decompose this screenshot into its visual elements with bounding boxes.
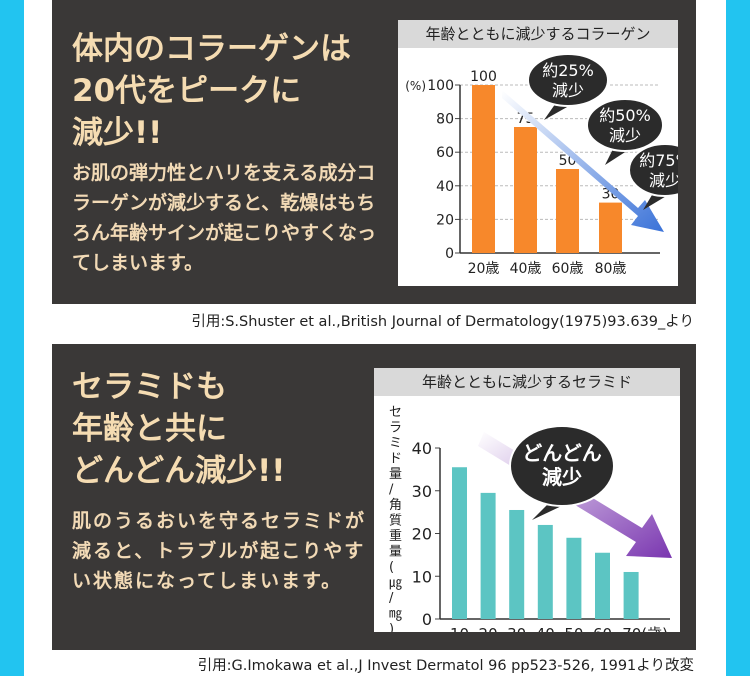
decrease-bubble-1 [527,53,609,107]
ceramide-bar-60 [595,552,610,619]
ceramide-bar-30 [509,509,525,619]
collagen-chart-title: 年齢とともに減少するコラーゲン [398,20,678,48]
decrease-bubble-label: 約50%減少 [599,106,651,145]
x-tick-label: 60歳 [552,261,584,277]
y-tick-label: 30 [412,482,432,501]
decrease-bubble [509,425,615,507]
decrease-bubble-2 [586,98,664,152]
collagen-citation: 引用:S.Shuster et al.,British Journal of D… [191,314,694,330]
ceramide-bar-70(歳) [623,571,639,619]
x-tick-label: 20 [479,625,498,632]
collagen-bar-20歳 [472,85,495,253]
x-tick-label: 60 [593,625,612,632]
y-tick-label: 60 [436,145,454,161]
x-tick-label: 80歳 [595,261,627,277]
collagen-chart: 0 20 40 60 80 100 (%) 100 20歳 75 40歳 50 60歳 30 80歳 約25%… [398,20,678,286]
collagen-description: お肌の弾力性とハリを支える成分コラーゲンが減少すると、乾燥はもちろん年齢サインが… [72,162,377,274]
y-axis-label: セラミド量/角質重量(㎍ / ㎎) [389,405,402,632]
y-tick-label: 0 [422,610,432,629]
ceramide-panel: セラミドも 年齢と共に どんどん減少!! 肌のうるおいを守るセラミドが減ると、ト… [52,344,696,650]
y-tick-label: 100 [427,78,454,94]
decrease-bubble-3 [628,143,678,197]
collagen-chart-svg: 020406080100(%)10020歳7540歳5060歳3080歳約25%… [405,53,678,277]
y-tick-label: 10 [412,567,432,586]
collagen-bar-80歳 [599,202,622,253]
ceramide-bar-10 [452,467,467,619]
x-tick-label: 40歳 [510,261,542,277]
decrease-bubble-label: どんどん減少 [522,441,601,489]
decrease-arrow [502,90,664,232]
x-tick-label: 10 [450,625,469,632]
ceramide-chart-svg: セラミド量/角質重量(㎍/㎎) 0 10 20 30 40 10 20 30 40 50 60 70(歳… [389,405,672,632]
y-tick-label: 20 [436,212,454,228]
x-tick-label: 40 [536,625,555,632]
decrease-bubble-label: 約25%減少 [542,61,594,100]
ceramide-bar-20 [480,492,496,619]
right-border-stripe [726,0,750,676]
ceramide-bar-50 [566,537,582,619]
x-tick-label: 50 [564,625,583,632]
y-tick-label: 80 [436,112,454,128]
ceramide-headline: セラミドも 年齢と共に どんどん減少!! [72,369,286,489]
collagen-headline: 体内のコラーゲンは 20代をピークに 減少!! [72,31,351,151]
ceramide-chart-title: 年齢とともに減少するセラミド [374,368,680,396]
collagen-bar-value: 100 [470,69,497,85]
left-border-stripe [0,0,24,676]
y-tick-label: 0 [445,246,454,262]
ceramide-citation: 引用:G.Imokawa et al.,J Invest Dermatol 96… [197,658,694,674]
x-tick-label: 20歳 [468,261,500,277]
y-tick-label: 40 [412,439,432,458]
collagen-bar-40歳 [514,127,537,253]
collagen-bar-60歳 [556,169,579,253]
decrease-bubble-label: 約75%減少 [639,151,678,190]
x-tick-label: 30 [507,625,526,632]
x-tick-label: 70(歳) [622,625,668,632]
y-tick-label: 20 [412,525,432,544]
y-tick-label: 40 [436,179,454,195]
collagen-panel: 体内のコラーゲンは 20代をピークに 減少!! お肌の弾力性とハリを支える成分コ… [52,0,696,304]
y-unit-label: (%) [405,79,426,93]
ceramide-chart: セラミド量/角質重量(㎍/㎎) 0 10 20 30 40 10 20 30 40 50 60 70(歳… [374,368,680,632]
ceramide-bar-40 [537,524,553,619]
ceramide-description: 肌のうるおいを守るセラミドが減ると、トラブルが起こりやすい状態になってしまいます… [72,510,367,592]
